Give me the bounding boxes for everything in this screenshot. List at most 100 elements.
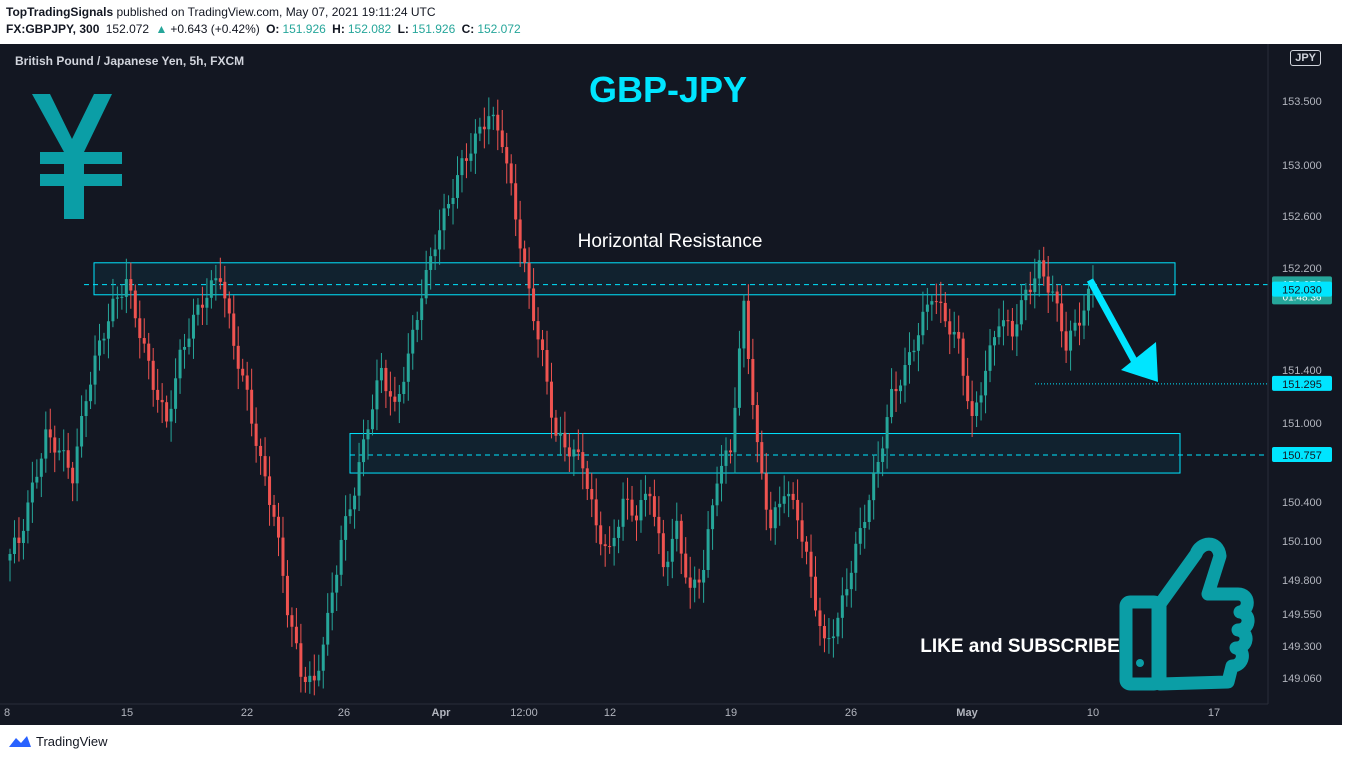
- candle-body: [702, 569, 706, 583]
- candle-body: [335, 574, 339, 593]
- low-label: L:: [397, 22, 409, 36]
- candle-body: [129, 279, 133, 291]
- candle-body: [227, 298, 231, 314]
- candle-body: [603, 544, 607, 547]
- x-tick-label: May: [956, 707, 978, 719]
- candle-body: [818, 610, 822, 627]
- candle-body: [178, 349, 182, 379]
- chart-title: GBP-JPY: [589, 69, 747, 110]
- candle-body: [970, 401, 974, 417]
- candle-body: [514, 183, 518, 220]
- candle-body: [809, 551, 813, 577]
- candle-body: [554, 417, 558, 436]
- candle-body: [89, 384, 93, 402]
- candle-body: [957, 331, 961, 339]
- cta-text: LIKE and SUBSCRIBE: [920, 636, 1120, 657]
- price-label-target: 151.295: [1272, 375, 1332, 391]
- candle-body: [1028, 289, 1032, 293]
- y-tick-label: 149.060: [1282, 673, 1322, 685]
- candle-body: [572, 449, 576, 457]
- countdown-label: 01:48:36: [1283, 292, 1322, 303]
- candle-body: [693, 579, 697, 588]
- footer: TradingView: [8, 734, 108, 749]
- x-tick-label: Apr: [432, 707, 452, 719]
- candle-body: [724, 450, 728, 466]
- footer-brand[interactable]: TradingView: [36, 734, 108, 749]
- candle-body: [263, 456, 267, 477]
- candle-body: [984, 370, 988, 396]
- candle-body: [805, 541, 809, 552]
- candle-body: [402, 381, 406, 395]
- candle-body: [1051, 291, 1055, 293]
- candle-body: [57, 450, 61, 453]
- candle-body: [357, 462, 361, 496]
- candle-body: [375, 380, 379, 410]
- candle-body: [720, 465, 724, 484]
- candle-body: [487, 116, 491, 130]
- candle-body: [585, 468, 589, 489]
- candle-body: [21, 530, 25, 543]
- candle-body: [165, 402, 169, 422]
- symbol-label: FX:GBPJPY, 300: [6, 22, 100, 36]
- candle-body: [706, 529, 710, 570]
- candle-body: [124, 279, 128, 297]
- candle-body: [858, 528, 862, 544]
- candle-body: [840, 595, 844, 618]
- candle-body: [845, 589, 849, 596]
- publisher-name[interactable]: TopTradingSignals: [6, 5, 114, 19]
- candle-body: [939, 301, 943, 303]
- currency-badge[interactable]: JPY: [1290, 50, 1321, 66]
- candle-body: [12, 537, 16, 554]
- candle-body: [93, 355, 97, 385]
- candle-body: [975, 402, 979, 417]
- candle-body: [102, 338, 106, 341]
- candle-body: [272, 504, 276, 517]
- candle-body: [1082, 310, 1086, 326]
- x-tick-label: 19: [725, 707, 737, 719]
- candle-body: [156, 389, 160, 400]
- resistance-label: Horizontal Resistance: [578, 231, 763, 252]
- candle-body: [71, 467, 75, 484]
- candle-body: [778, 503, 782, 508]
- candle-body: [183, 346, 187, 350]
- price-chart[interactable]: 153.500 153.000 152.600 152.200 151.400 151.0…: [0, 44, 1342, 725]
- candle-body: [1033, 278, 1037, 293]
- candle-body: [232, 313, 236, 346]
- candle-body: [876, 461, 880, 473]
- candle-body: [742, 300, 746, 349]
- candle-body: [1078, 322, 1082, 326]
- candle-body: [460, 158, 464, 176]
- candle-body: [536, 321, 540, 340]
- y-tick-label: 150.400: [1282, 497, 1322, 509]
- candle-body: [415, 320, 419, 330]
- candle-body: [236, 345, 240, 369]
- candle-body: [822, 626, 826, 639]
- candle-body: [299, 643, 303, 677]
- candle-body: [894, 388, 898, 392]
- candle-body: [1001, 320, 1005, 327]
- candle-body: [187, 338, 191, 347]
- candle-body: [1019, 300, 1023, 325]
- chart-area[interactable]: 153.500 153.000 152.600 152.200 151.400 151.0…: [0, 44, 1342, 725]
- candle-body: [594, 499, 598, 526]
- candle-body: [1037, 260, 1041, 279]
- y-tick-label: 149.300: [1282, 641, 1322, 653]
- candle-body: [464, 158, 468, 161]
- candle-body: [787, 493, 791, 497]
- candle-body: [209, 280, 213, 298]
- candle-body: [979, 395, 983, 403]
- yen-icon: [32, 94, 122, 219]
- candle-body: [921, 311, 925, 336]
- candle-body: [827, 638, 831, 640]
- candle-body: [66, 450, 70, 468]
- candle-body: [639, 500, 643, 521]
- candle-body: [169, 408, 173, 422]
- candle-body: [268, 476, 272, 505]
- candle-body: [558, 432, 562, 436]
- candle-body: [849, 572, 853, 590]
- candle-body: [115, 297, 119, 299]
- price-label-text: 150.757: [1282, 450, 1322, 462]
- candle-body: [760, 442, 764, 474]
- candle-body: [549, 381, 553, 418]
- candle-body: [8, 554, 12, 561]
